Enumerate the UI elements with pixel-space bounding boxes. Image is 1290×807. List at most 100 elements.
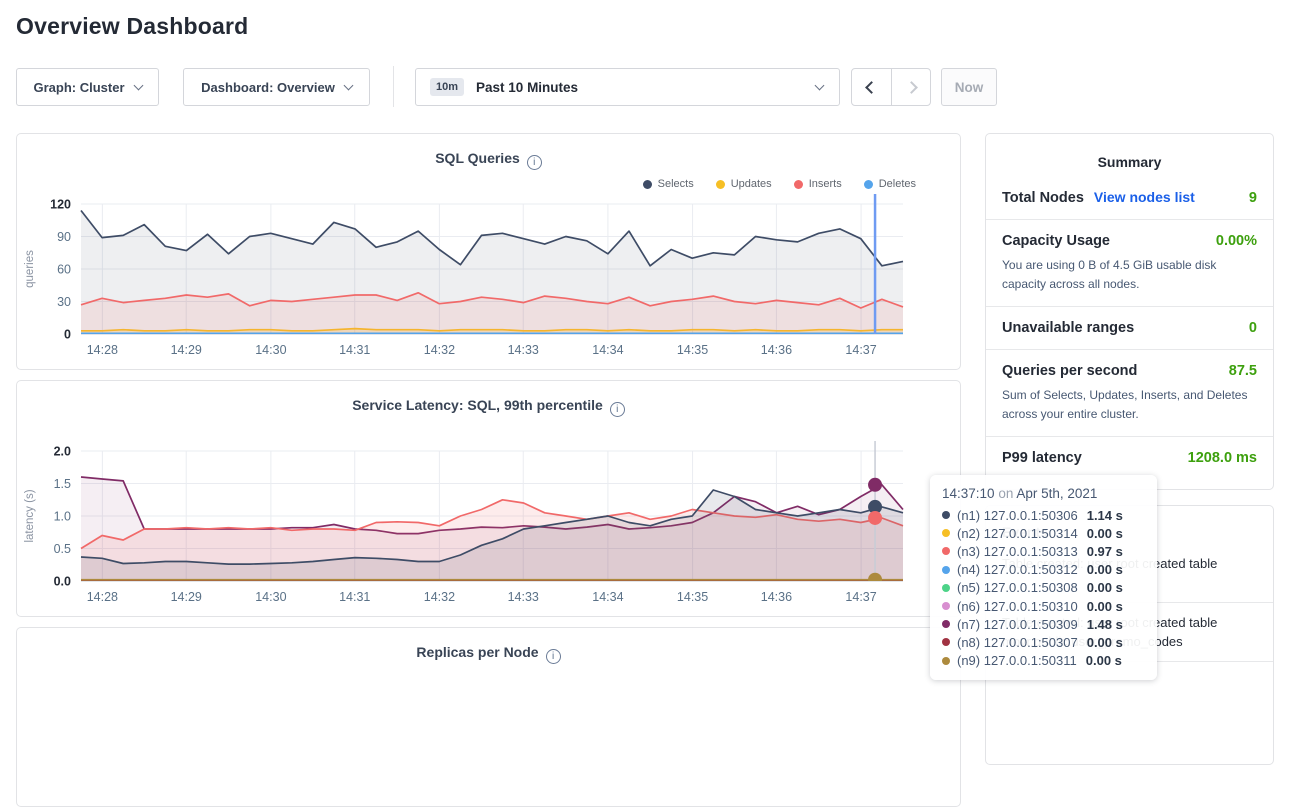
summary-p99: P99 latency 1208.0 ms	[986, 437, 1273, 479]
chevron-right-icon	[905, 81, 918, 94]
svg-text:14:31: 14:31	[339, 343, 370, 357]
tooltip-row-n9: (n9) 127.0.0.1:503110.00 s	[942, 652, 1145, 670]
legend-dot	[794, 180, 803, 189]
qps-desc: Sum of Selects, Updates, Inserts, and De…	[1002, 379, 1257, 423]
qps-value: 87.5	[1229, 363, 1257, 379]
qps-label: Queries per second	[1002, 363, 1137, 379]
tooltip-row-n8: (n8) 127.0.0.1:503070.00 s	[942, 633, 1145, 651]
tooltip-row-n5: (n5) 127.0.0.1:503080.00 s	[942, 579, 1145, 597]
time-prev-button[interactable]	[852, 69, 891, 105]
summary-title: Summary	[986, 134, 1273, 176]
chart-title-text: SQL Queries	[435, 150, 520, 166]
service-latency-title: Service Latency: SQL, 99th percentilei	[17, 381, 960, 417]
legend-dot	[716, 180, 725, 189]
svg-text:14:34: 14:34	[592, 590, 623, 604]
capacity-value: 0.00%	[1216, 233, 1257, 249]
now-button[interactable]: Now	[941, 68, 997, 106]
node-dot	[942, 511, 950, 519]
p99-value: 1208.0 ms	[1188, 450, 1257, 466]
svg-text:2.0: 2.0	[54, 445, 71, 459]
svg-text:0: 0	[64, 328, 71, 342]
legend-item-selects: Selects	[643, 178, 694, 190]
dashboard-dropdown[interactable]: Dashboard: Overview	[183, 68, 370, 106]
total-nodes-label: Total Nodes	[1002, 190, 1084, 206]
legend-dot	[643, 180, 652, 189]
summary-panel: Summary Total Nodes View nodes list 9 Ca…	[985, 133, 1274, 490]
time-step-group	[851, 68, 931, 106]
svg-text:14:36: 14:36	[761, 343, 792, 357]
chevron-down-icon	[815, 80, 825, 90]
view-nodes-list-link[interactable]: View nodes list	[1094, 189, 1195, 205]
tooltip-row-n4: (n4) 127.0.0.1:503120.00 s	[942, 561, 1145, 579]
capacity-desc: You are using 0 B of 4.5 GiB usable disk…	[1002, 249, 1257, 293]
tooltip-row-n6: (n6) 127.0.0.1:503100.00 s	[942, 597, 1145, 615]
sql-queries-legend: Selects Updates Inserts Deletes	[17, 170, 960, 190]
legend-item-updates: Updates	[716, 178, 772, 190]
chart-hover-tooltip: 14:37:10 on Apr 5th, 2021 (n1) 127.0.0.1…	[930, 475, 1157, 680]
info-icon[interactable]: i	[610, 402, 625, 417]
unavailable-value: 0	[1249, 320, 1257, 336]
svg-text:14:37: 14:37	[845, 343, 876, 357]
time-range-badge: 10m	[430, 78, 464, 96]
svg-text:14:34: 14:34	[592, 343, 623, 357]
legend-dot	[864, 180, 873, 189]
svg-text:60: 60	[57, 263, 71, 277]
replicas-title: Replicas per Nodei	[17, 628, 960, 664]
controls-divider	[393, 66, 394, 107]
sql-queries-chart[interactable]: 14:2814:2914:3014:3114:3214:3314:3414:35…	[17, 194, 930, 362]
svg-text:14:36: 14:36	[761, 590, 792, 604]
svg-text:1.5: 1.5	[54, 477, 71, 491]
legend-item-deletes: Deletes	[864, 178, 916, 190]
svg-text:queries: queries	[24, 250, 36, 288]
total-nodes-value: 9	[1249, 190, 1257, 206]
svg-text:14:30: 14:30	[255, 343, 286, 357]
capacity-label: Capacity Usage	[1002, 233, 1110, 249]
node-dot	[942, 584, 950, 592]
svg-text:14:31: 14:31	[339, 590, 370, 604]
node-dot	[942, 566, 950, 574]
svg-text:latency (s): latency (s)	[24, 489, 36, 542]
graph-dropdown[interactable]: Graph: Cluster	[16, 68, 159, 106]
dashboard-dropdown-label: Dashboard: Overview	[201, 80, 335, 95]
chevron-down-icon	[343, 80, 353, 90]
node-dot	[942, 620, 950, 628]
tooltip-row-n7: (n7) 127.0.0.1:503091.48 s	[942, 615, 1145, 633]
node-dot	[942, 657, 950, 665]
tooltip-row-n3: (n3) 127.0.0.1:503130.97 s	[942, 542, 1145, 560]
time-range-label: Past 10 Minutes	[476, 80, 578, 95]
legend-item-inserts: Inserts	[794, 178, 842, 190]
svg-text:1.0: 1.0	[54, 510, 71, 524]
summary-capacity: Capacity Usage 0.00% You are using 0 B o…	[986, 220, 1273, 307]
info-icon[interactable]: i	[546, 649, 561, 664]
summary-qps: Queries per second 87.5 Sum of Selects, …	[986, 350, 1273, 437]
service-latency-chart[interactable]: 14:2814:2914:3014:3114:3214:3314:3414:35…	[17, 441, 930, 609]
node-dot	[942, 638, 950, 646]
sql-queries-title: SQL Queries i	[17, 134, 960, 170]
svg-text:14:29: 14:29	[171, 590, 202, 604]
service-latency-card: Service Latency: SQL, 99th percentilei 1…	[16, 380, 961, 617]
summary-total-nodes: Total Nodes View nodes list 9	[986, 176, 1273, 220]
node-dot	[942, 529, 950, 537]
svg-text:14:28: 14:28	[87, 343, 118, 357]
svg-text:14:33: 14:33	[508, 590, 539, 604]
svg-text:14:37: 14:37	[845, 590, 876, 604]
tooltip-row-n1: (n1) 127.0.0.1:503061.14 s	[942, 506, 1145, 524]
svg-text:14:35: 14:35	[677, 590, 708, 604]
info-icon[interactable]: i	[527, 155, 542, 170]
time-range-selector[interactable]: 10m Past 10 Minutes	[415, 68, 840, 106]
node-dot	[942, 547, 950, 555]
chevron-down-icon	[133, 80, 143, 90]
tooltip-timestamp: 14:37:10 on Apr 5th, 2021	[942, 486, 1145, 506]
unavailable-label: Unavailable ranges	[1002, 320, 1134, 336]
svg-text:90: 90	[57, 230, 71, 244]
time-next-button[interactable]	[891, 69, 930, 105]
svg-text:0.0: 0.0	[54, 575, 71, 589]
sql-queries-card: SQL Queries i Selects Updates Inserts Del…	[16, 133, 961, 370]
summary-unavailable: Unavailable ranges 0	[986, 307, 1273, 350]
page-title: Overview Dashboard	[16, 13, 248, 40]
node-dot	[942, 602, 950, 610]
svg-text:14:30: 14:30	[255, 590, 286, 604]
svg-text:0.5: 0.5	[54, 542, 71, 556]
svg-text:120: 120	[50, 198, 71, 212]
svg-text:14:33: 14:33	[508, 343, 539, 357]
